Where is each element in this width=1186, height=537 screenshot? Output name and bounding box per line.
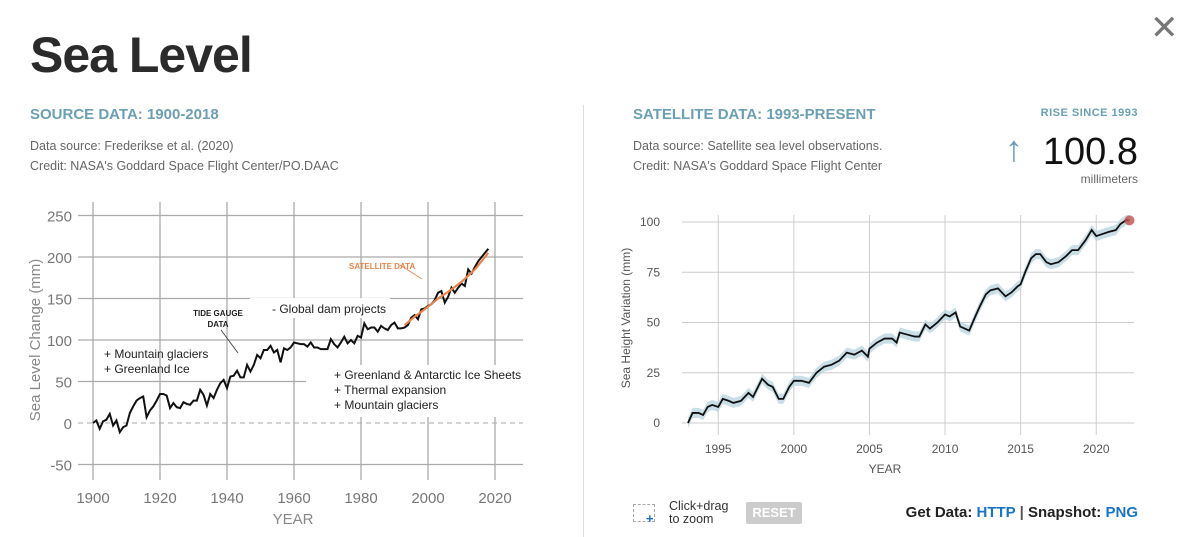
satellite-chart[interactable]: 0 25 50 75 100 1995 2000 2005 2010 2015 2020 YEAR Se… — [600, 190, 1160, 490]
right-heading: SATELLITE DATA: 1993-PRESENT — [633, 106, 876, 123]
y-tick-label: 75 — [647, 265, 661, 279]
annotation-satellite: SATELLITE DATA — [349, 262, 415, 271]
rise-label: RISE SINCE 1993 — [1040, 107, 1138, 119]
arrow-up-icon: ↑ — [1005, 128, 1023, 169]
annotation-bg — [250, 298, 390, 318]
annotation-pointer — [220, 329, 239, 354]
right-source: Data source: Satellite sea level observa… — [633, 136, 882, 176]
zoom-hint-line1: Click+drag — [669, 499, 729, 513]
y-axis-title: Sea Level Change (mm) — [27, 259, 44, 422]
y-tick-label: 250 — [47, 209, 72, 226]
x-tick-label: 2000 — [411, 490, 444, 507]
y-tick-label: 25 — [647, 366, 661, 380]
series-line — [687, 219, 1130, 424]
uncertainty-band — [688, 214, 1130, 429]
close-icon[interactable]: ✕ — [1150, 9, 1179, 47]
x-tick-label: 2020 — [1083, 442, 1110, 456]
x-tick-label: 1995 — [705, 442, 732, 456]
annotation-late: + Mountain glaciers — [334, 398, 438, 412]
reset-button[interactable]: RESET — [746, 502, 802, 524]
x-tick-label: 1940 — [210, 490, 243, 507]
y-axis-title: Sea Height Variation (mm) — [619, 248, 633, 389]
left-source: Data source: Frederikse et al. (2020) Cr… — [30, 136, 339, 176]
get-data-bar: Get Data: HTTP | Snapshot: PNG — [906, 504, 1138, 521]
snapshot-label: Snapshot: — [1027, 504, 1102, 521]
annotation-early: + Mountain glaciers — [104, 347, 208, 361]
y-tick-label: 100 — [47, 333, 72, 350]
series-line-satellite — [403, 252, 490, 326]
x-axis-title: YEAR — [869, 462, 902, 476]
x-tick-label: 2020 — [478, 490, 511, 507]
annotation-bg — [306, 365, 526, 417]
annotation-tide-2: DATA — [207, 320, 228, 329]
y-tick-label: 100 — [640, 215, 660, 229]
rise-unit: millimeters — [1080, 172, 1138, 186]
x-tick-label: 2010 — [932, 442, 959, 456]
annotation-late: + Greenland & Antarctic Ice Sheets — [334, 368, 521, 382]
y-tick-label: 0 — [653, 416, 660, 430]
get-data-label: Get Data: — [905, 504, 973, 521]
x-tick-label: 2000 — [780, 442, 807, 456]
annotation-late: + Thermal expansion — [334, 383, 446, 397]
zoom-hint-line2: to zoom — [669, 512, 714, 526]
y-tick-label: 0 — [64, 416, 72, 433]
left-credit-text: Credit: NASA's Goddard Space Flight Cent… — [30, 159, 339, 173]
png-link[interactable]: PNG — [1105, 504, 1138, 521]
annotation-pointer — [399, 264, 423, 280]
x-tick-label: 2015 — [1007, 442, 1034, 456]
divider — [583, 105, 584, 537]
x-tick-label: 1980 — [344, 490, 377, 507]
y-tick-label: 50 — [647, 316, 661, 330]
y-tick-label: 50 — [55, 375, 72, 392]
latest-point-marker — [1124, 215, 1135, 226]
x-tick-label: 1960 — [277, 490, 310, 507]
right-source-text: Data source: Satellite sea level observa… — [633, 139, 883, 153]
drag-zoom-icon: + — [633, 504, 655, 526]
x-tick-label: 1900 — [76, 490, 109, 507]
page-title: Sea Level — [30, 27, 253, 83]
series-line-tide-gauge — [92, 248, 490, 435]
y-tick-label: 150 — [47, 292, 72, 309]
x-axis-title: YEAR — [273, 511, 314, 528]
y-tick-label: -50 — [50, 458, 72, 475]
http-link[interactable]: HTTP — [976, 504, 1016, 521]
y-tick-label: 200 — [47, 250, 72, 267]
annotation-tide-1: TIDE GAUGE — [193, 309, 243, 318]
right-credit-text: Credit: NASA's Goddard Space Flight Cent… — [633, 159, 883, 173]
x-tick-label: 2005 — [856, 442, 883, 456]
annotation-dams: - Global dam projects — [272, 302, 386, 316]
left-heading: SOURCE DATA: 1900-2018 — [30, 106, 219, 123]
rise-value: 100.8 — [1042, 131, 1138, 173]
separator: | — [1019, 504, 1024, 521]
source-chart: -50 0 50 100 150 200 250 1900 1920 1940 1960 1980 20… — [27, 202, 526, 528]
zoom-hint: Click+drag to zoom — [669, 500, 728, 526]
x-tick-label: 1920 — [143, 490, 176, 507]
left-source-text: Data source: Frederikse et al. (2020) — [30, 139, 234, 153]
annotation-early: + Greenland Ice — [104, 362, 190, 376]
